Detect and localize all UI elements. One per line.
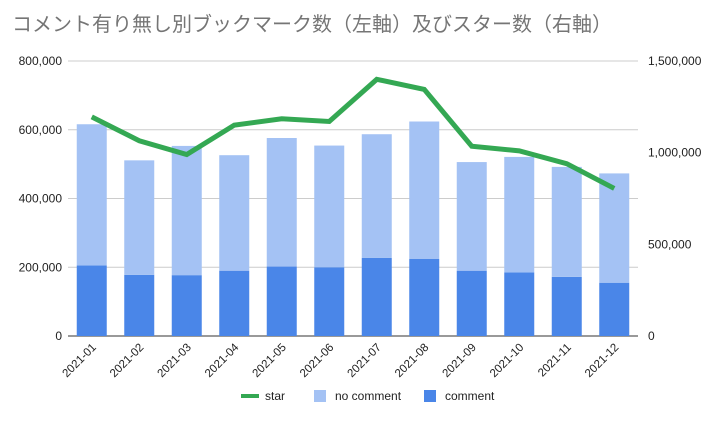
x-axis-tick-label: 2021-06 [298,342,336,380]
chart-title: コメント有り無し別ブックマーク数（左軸）及びスター数（右軸） [12,12,612,36]
bar-no-comment [314,145,345,268]
legend-swatch-box [424,390,436,402]
star-line-layer [90,76,616,191]
bar-no-comment [504,156,535,273]
gridlines [68,60,638,337]
bar-comment [219,270,250,336]
legend-label: comment [445,389,495,403]
x-axis-tick-label: 2021-12 [583,342,621,380]
axes: 0 200,000 400,000 600,000 800,000 0 500,000 1,0… [19,54,702,380]
bar-comment [76,265,107,336]
bar-no-comment [456,162,487,271]
left-axis-tick-label: 600,000 [19,123,63,137]
bar-comment [266,266,297,336]
x-axis-tick-label: 2021-01 [61,342,99,380]
bar-no-comment [266,138,297,267]
bar-comment [599,282,630,336]
left-axis-tick-label: 200,000 [19,260,63,274]
bar-no-comment [361,134,392,258]
left-axis-tick-label: 0 [55,329,62,343]
legend-item-comment: comment [424,389,495,403]
bar-comment [504,272,535,336]
bar-comment [171,275,202,336]
legend-item-star: star [241,389,285,403]
x-axis-tick-label: 2021-08 [393,342,431,380]
right-axis-tick-label: 0 [648,329,655,343]
bar-comment [124,274,155,336]
bar-no-comment [219,155,250,271]
left-axis-tick-label: 400,000 [19,192,63,206]
x-axis-tick-label: 2021-10 [488,342,526,380]
legend-label: no comment [335,389,402,403]
right-axis-tick-label: 1,000,000 [648,146,702,160]
bar-comment [361,257,392,336]
bar-comment [409,259,440,336]
bar-comment [456,270,487,336]
x-axis-tick-label: 2021-09 [441,342,479,380]
bar-no-comment [124,160,155,275]
x-axis-tick-label: 2021-07 [346,342,384,380]
bar-no-comment [599,173,630,283]
x-axis-tick-label: 2021-03 [156,342,194,380]
star-line [90,76,616,191]
legend-swatch-box [314,390,326,402]
x-axis-tick-label: 2021-05 [251,342,289,380]
legend: star no comment comment [241,389,495,403]
right-axis-tick-label: 500,000 [648,237,692,251]
bar-comment [551,276,582,336]
right-axis-tick-label: 1,500,000 [648,54,702,68]
bar-no-comment [76,124,107,266]
bar-comment [314,267,345,336]
legend-item-no-comment: no comment [314,389,402,403]
bar-no-comment [551,166,582,277]
x-axis-tick-label: 2021-02 [108,342,146,380]
legend-label: star [265,389,285,403]
bar-no-comment [409,121,440,259]
bars [76,121,630,336]
x-axis-tick-label: 2021-11 [536,342,574,380]
bar-no-comment [171,145,202,276]
x-axis-tick-label: 2021-04 [203,341,242,380]
left-axis-tick-label: 800,000 [19,54,63,68]
